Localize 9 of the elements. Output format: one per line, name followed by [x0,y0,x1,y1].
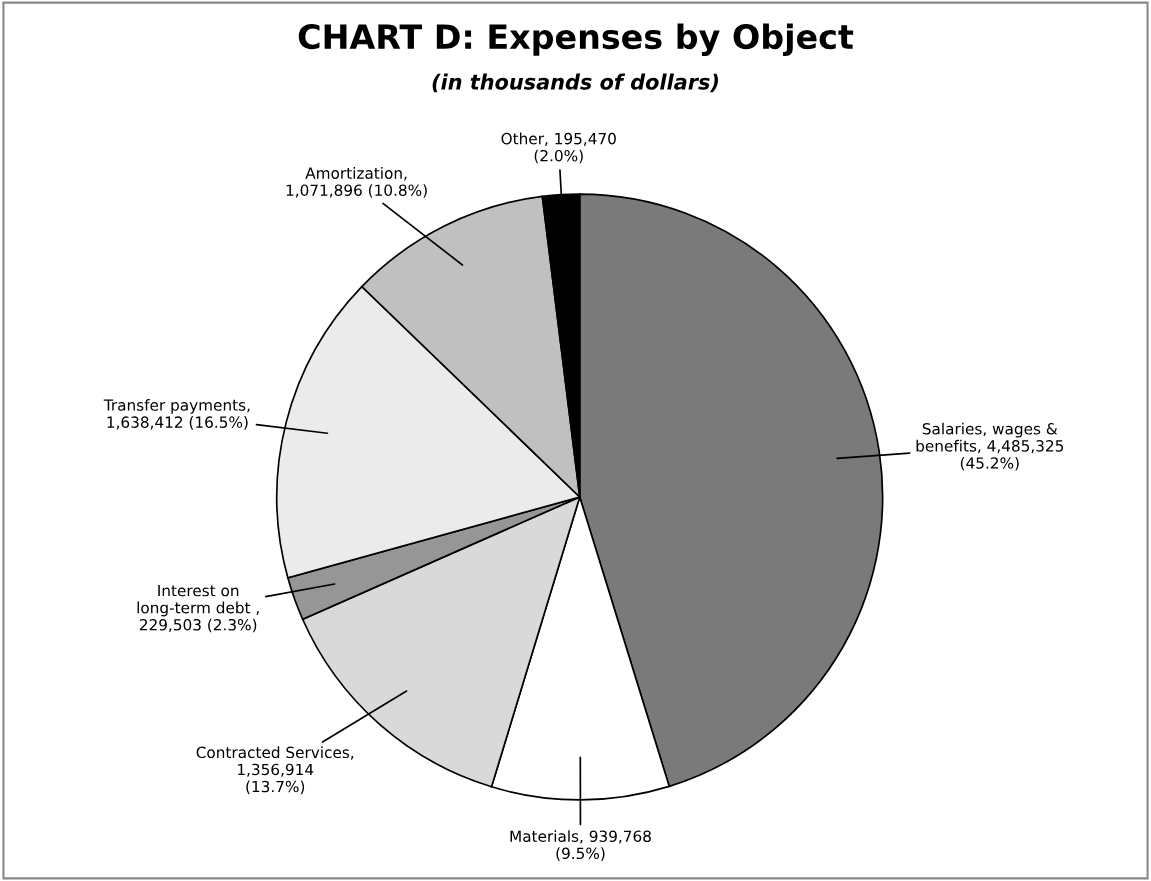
slice-label: Amortization, 1,071,896 (10.8%) [286,167,427,198]
slice-label: Other, 195,470 (2.0%) [501,132,616,164]
chart-subtitle: (in thousands of dollars) [432,73,719,93]
slice-label: Interest on long-term debt , 229,503 (2.3%) [137,584,259,633]
slice-label: Materials, 939,768 (9.5%) [510,830,651,861]
chart-title: CHART D: Expenses by Object [298,23,854,56]
slice-label: Transfer payments, 1,638,412 (16.5%) [103,398,250,430]
slice-label: Contracted Services, 1,356,914 (13.7%) [196,746,354,795]
slice-label: Salaries, wages & benefits, 4,485,325 (45.2%) [916,422,1064,471]
